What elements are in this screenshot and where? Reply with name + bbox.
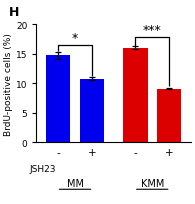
Text: *: *	[72, 32, 78, 45]
Bar	[123, 49, 148, 143]
Text: H: H	[9, 6, 19, 19]
Text: JSH23: JSH23	[30, 165, 56, 174]
Text: MM: MM	[66, 178, 84, 188]
Y-axis label: BrdU-positive cells (%): BrdU-positive cells (%)	[4, 33, 13, 135]
Bar	[46, 56, 70, 143]
Bar	[80, 79, 104, 143]
Bar	[157, 89, 181, 143]
Text: ***: ***	[143, 24, 162, 37]
Text: KMM: KMM	[141, 178, 164, 188]
